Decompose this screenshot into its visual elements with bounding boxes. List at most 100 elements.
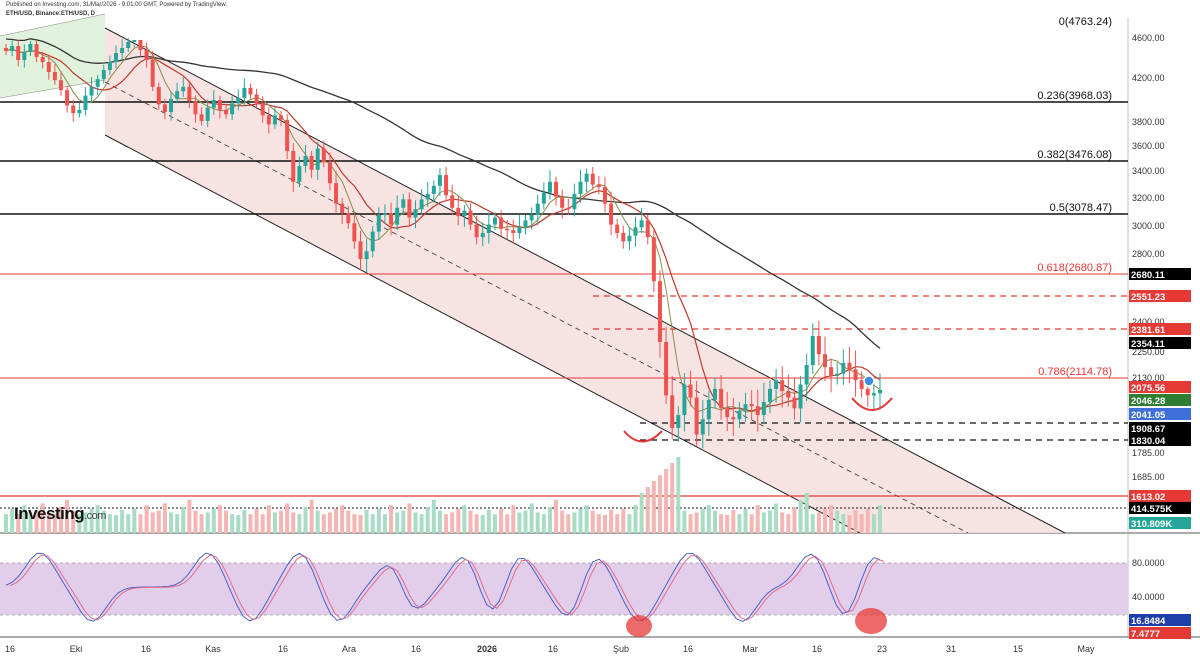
price-tick: 1685.00 xyxy=(1132,472,1165,482)
candle-body xyxy=(77,109,82,114)
candle-body xyxy=(144,50,149,60)
price-tick: 2800.00 xyxy=(1132,249,1165,259)
price-badge-bg xyxy=(1129,517,1191,529)
candle-body xyxy=(706,399,711,420)
candle-body xyxy=(841,362,846,374)
candle-body xyxy=(767,388,772,402)
volume-bar xyxy=(871,514,876,533)
candle-body xyxy=(566,207,571,210)
volume-bar xyxy=(688,514,693,533)
price-badge-bg xyxy=(1129,381,1191,393)
volume-bar xyxy=(407,503,412,533)
symbol-info: ETH/USD, Binance:ETH/USD, D xyxy=(6,11,96,17)
price-tick: 3800.00 xyxy=(1132,117,1165,127)
candle-body xyxy=(376,214,381,232)
fib-label-3: 0.5(3078.47) xyxy=(1050,202,1112,214)
price-tick: 2400.00 xyxy=(1132,317,1165,327)
volume-bar xyxy=(547,507,552,533)
candle-body xyxy=(138,40,143,50)
volume-bar xyxy=(444,514,449,533)
volume-bar xyxy=(523,510,528,533)
volume-bar xyxy=(156,510,161,533)
volume-bars xyxy=(4,457,882,533)
volume-bar xyxy=(303,507,308,533)
candle-body xyxy=(719,388,724,409)
volume-bar xyxy=(120,509,125,533)
candle-body xyxy=(266,115,271,125)
volume-bar xyxy=(352,514,357,533)
candle-body xyxy=(364,251,369,260)
candle-body xyxy=(633,227,638,236)
candle-body xyxy=(621,233,626,242)
price-tick: 3200.00 xyxy=(1132,193,1165,203)
candle-body xyxy=(126,42,131,48)
candle-body xyxy=(132,40,137,42)
price-badge-bg xyxy=(1129,408,1191,420)
candle-body xyxy=(786,391,791,398)
price-badge-label: 2381.61 xyxy=(1131,325,1166,336)
volume-bar xyxy=(4,514,8,533)
volume-bar xyxy=(725,514,730,533)
volume-bar xyxy=(609,509,614,533)
stoch-badge-label: 16.8484 xyxy=(1131,616,1166,627)
time-tick: May xyxy=(1077,644,1095,654)
price-badge-label: 310.809K xyxy=(1131,519,1172,530)
price-badge-bg xyxy=(1129,290,1191,302)
volume-bar xyxy=(346,510,351,533)
volume-bar xyxy=(566,514,571,533)
volume-bar xyxy=(425,507,430,533)
volume-bar xyxy=(224,510,229,533)
candle-body xyxy=(780,380,785,392)
volume-bar xyxy=(486,509,491,533)
volume-bar xyxy=(804,493,809,533)
volume-bar xyxy=(10,508,15,533)
volume-bar xyxy=(199,514,204,533)
candle-body xyxy=(694,397,699,435)
publish-info: Published on Investing.com, 31/Mar/2026 … xyxy=(6,2,228,8)
candle-body xyxy=(4,48,8,51)
candle-body xyxy=(859,380,864,389)
candle-body xyxy=(83,95,88,110)
volume-bar xyxy=(829,505,834,533)
candle-body xyxy=(810,336,815,365)
candle-body xyxy=(804,365,809,385)
volume-bar xyxy=(279,510,284,533)
volume-bar xyxy=(694,512,699,533)
candle-body xyxy=(609,203,614,225)
volume-bar xyxy=(590,510,595,533)
candle-body xyxy=(761,401,766,415)
volume-bar xyxy=(737,514,742,533)
volume-bar xyxy=(211,508,216,533)
candle-body xyxy=(816,336,821,355)
stoch-oversold-mar xyxy=(855,608,887,634)
candle-body xyxy=(303,156,308,166)
volume-bar xyxy=(499,508,504,533)
candle-body xyxy=(560,196,565,208)
price-badge-label: 2680.11 xyxy=(1131,270,1166,281)
candle-body xyxy=(853,369,858,381)
volume-bar xyxy=(651,481,656,533)
candle-body xyxy=(291,151,296,182)
candle-body xyxy=(205,107,210,121)
candle-body xyxy=(456,207,461,217)
candle-body xyxy=(340,203,345,214)
volume-bar xyxy=(205,512,210,533)
volume-bar xyxy=(169,512,174,533)
volume-bar xyxy=(309,499,314,533)
price-badge-bg xyxy=(1129,434,1191,446)
candle-body xyxy=(187,86,192,102)
price-badge-label: 414.575K xyxy=(1131,504,1172,515)
candle-body xyxy=(688,384,693,398)
candle-body xyxy=(272,115,277,125)
volume-bar xyxy=(34,510,39,533)
volume-bar xyxy=(767,510,772,533)
time-tick: 16 xyxy=(141,644,151,654)
volume-bar xyxy=(52,514,57,533)
volume-bar xyxy=(107,514,112,533)
candle-body xyxy=(731,417,736,420)
candle-body xyxy=(798,384,803,409)
candle-body xyxy=(34,44,39,57)
time-tick: Şub xyxy=(613,644,629,654)
